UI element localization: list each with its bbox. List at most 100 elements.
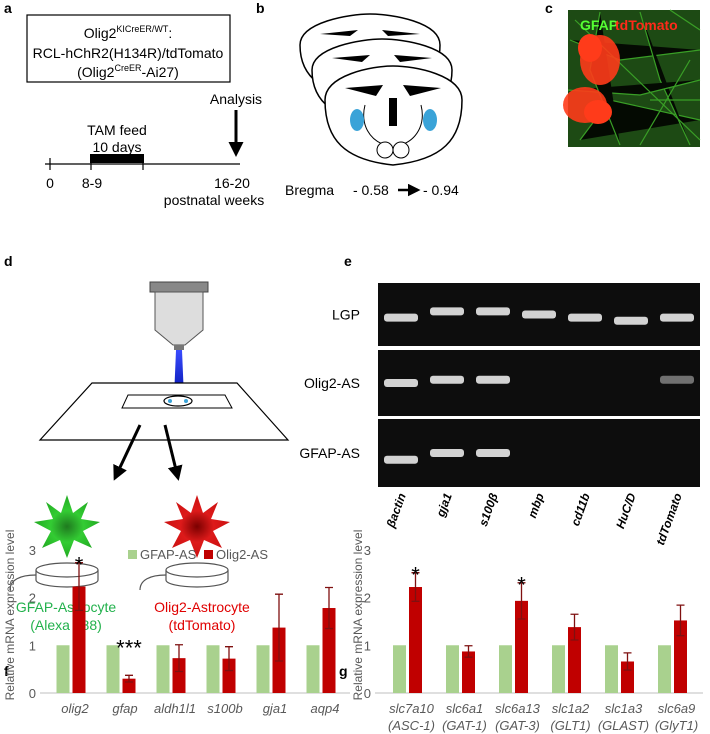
- timeline-tick-label: 8-9: [82, 175, 102, 191]
- gel-band: [614, 316, 648, 325]
- gel-band: [430, 307, 464, 316]
- error-bar: [570, 613, 579, 641]
- arrow: [113, 424, 142, 481]
- gel-row-label: GFAP-AS: [299, 445, 360, 461]
- x-tick-label: slc7a10: [389, 701, 435, 716]
- arrow: [163, 424, 183, 481]
- x-tick-label: slc1a3: [605, 701, 643, 716]
- bar: [658, 645, 671, 693]
- bar: [621, 661, 634, 693]
- x-tick-label: (GlyT1): [655, 718, 698, 733]
- error-bar: [517, 582, 526, 620]
- bar: [206, 645, 220, 693]
- x-tick-label: olig2: [61, 701, 89, 716]
- cell-label: (Alexa 488): [30, 617, 102, 633]
- error-bar: [75, 562, 83, 612]
- bar: [306, 645, 320, 693]
- cell-name: GFAP-Astrocyte: [16, 599, 117, 615]
- gel-band: [522, 310, 556, 319]
- tdtomato-cells: [563, 34, 620, 124]
- genotype-line: (Olig2CreER-Ai27): [77, 63, 179, 80]
- x-tick-label: aldh1l1: [154, 701, 196, 716]
- red-cell: [164, 495, 230, 558]
- panel-label: g: [339, 663, 348, 679]
- gel-band: [476, 449, 510, 457]
- gel-band: [384, 379, 418, 387]
- error-bar: [411, 572, 420, 602]
- bar: [446, 645, 459, 693]
- lgp-region: [423, 109, 437, 131]
- y-tick-label: 2: [364, 591, 371, 606]
- x-tick-label: slc6a13: [495, 701, 541, 716]
- error-bar: [325, 586, 333, 630]
- bar: [462, 651, 475, 693]
- bar: [222, 658, 236, 693]
- legend-swatch: [128, 550, 137, 559]
- gel-lane-label: s100β: [476, 491, 501, 528]
- cell-label: (tdTomato): [169, 617, 236, 633]
- stain-label: tdTomato: [615, 17, 678, 33]
- legend-swatch: [204, 550, 213, 559]
- significance: *: [75, 553, 84, 578]
- stain-label: GFAP: [580, 17, 618, 33]
- green-cell: [34, 495, 100, 558]
- brain-ventricles: [320, 30, 441, 126]
- gel-lane-label: mbp: [525, 491, 547, 520]
- y-tick-label: 3: [364, 543, 371, 558]
- gel-row-label: Olig2-AS: [304, 375, 360, 391]
- genotype-base: (Olig2: [77, 64, 115, 80]
- gel-band: [384, 313, 418, 322]
- x-tick-label: (GAT-3): [495, 718, 540, 733]
- gel-lane-label: cd11b: [568, 491, 593, 528]
- microscope: [149, 281, 209, 398]
- legend-label: Olig2-AS: [216, 547, 268, 562]
- y-tick-label: 3: [29, 543, 36, 558]
- dishes: [9, 562, 229, 591]
- gel-band: [568, 313, 602, 322]
- x-tick-label: slc6a1: [446, 701, 484, 716]
- gel-band: [660, 313, 694, 322]
- legend-label: GFAP-AS: [140, 547, 197, 562]
- genotype-line: Olig2KICreER/WT:: [84, 24, 173, 41]
- error-bar: [175, 644, 183, 673]
- bar: [552, 645, 565, 693]
- bar: [568, 627, 581, 693]
- y-tick-label: 2: [29, 591, 36, 606]
- x-tick-label: (GLT1): [550, 718, 590, 733]
- y-axis-label: Relative mRNA expression level: [3, 530, 17, 701]
- gel-band: [476, 375, 510, 384]
- genotype-tail: :: [168, 25, 172, 41]
- timeline-label: 10 days: [92, 139, 141, 155]
- significance: *: [411, 563, 420, 588]
- gel-band: [430, 375, 464, 384]
- bar: [172, 658, 186, 693]
- panel-label: f: [4, 663, 9, 679]
- gel-band: [476, 307, 510, 316]
- genotype-tail: -Ai27): [142, 64, 179, 80]
- gel-row: [378, 350, 700, 416]
- lgp-region: [350, 109, 364, 131]
- gel-lane-label: HuC/D: [613, 491, 639, 531]
- x-tick-label: gfap: [112, 701, 137, 716]
- slide: [38, 382, 290, 441]
- error-bar: [676, 604, 685, 637]
- gel-band: [384, 455, 418, 464]
- gel-lane-label: gja1: [433, 491, 455, 520]
- significance: ***: [116, 635, 142, 660]
- bar: [256, 645, 270, 693]
- panel-label: e: [344, 253, 352, 269]
- genotype-base: Olig2: [84, 25, 117, 41]
- x-tick-label: gja1: [263, 701, 288, 716]
- panel-label: b: [256, 0, 265, 16]
- tam-bar: [90, 154, 144, 163]
- bar: [156, 645, 170, 693]
- gel-band: [430, 449, 464, 457]
- bar: [409, 587, 422, 693]
- timeline-tick-label: 0: [46, 175, 54, 191]
- error-bar: [225, 646, 233, 672]
- genotype-box: [26, 14, 231, 83]
